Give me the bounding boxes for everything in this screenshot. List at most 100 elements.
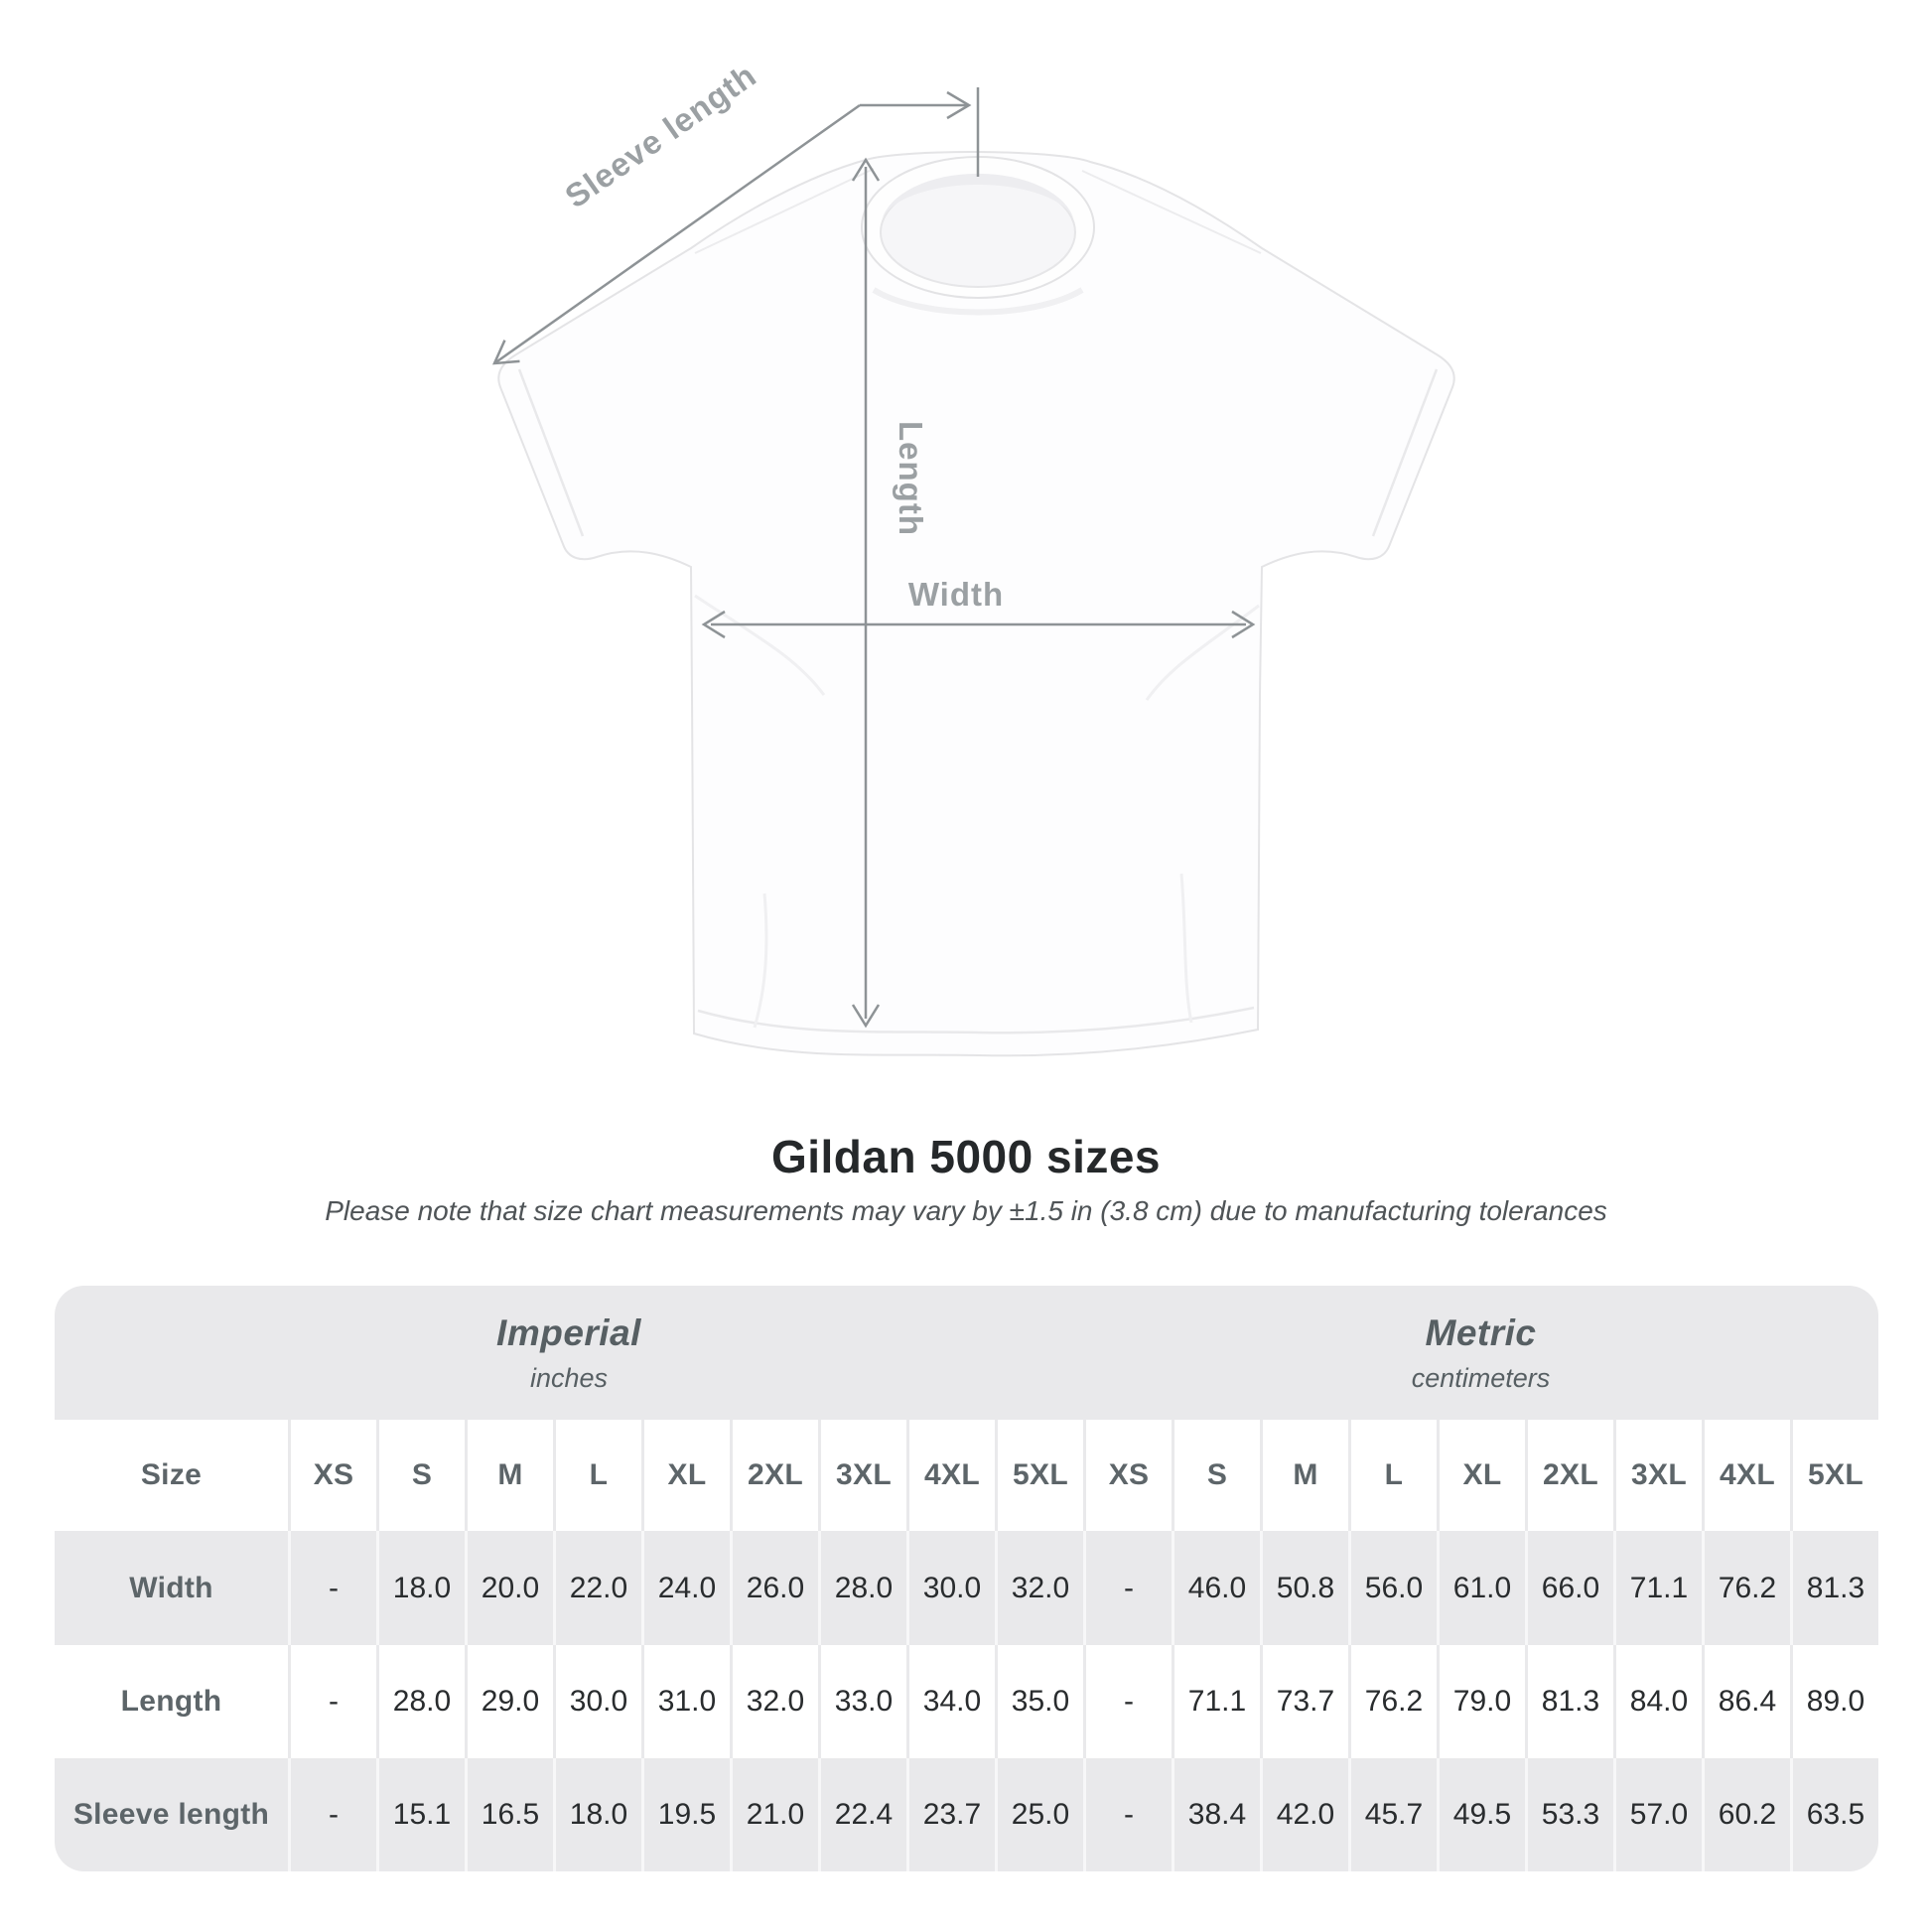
sleeve-length-label: Sleeve length: [558, 57, 762, 215]
metric-value: 56.0: [1348, 1531, 1437, 1645]
tshirt-size-diagram: Sleeve length Length Width: [491, 57, 1455, 1057]
imperial-value: 18.0: [376, 1531, 465, 1645]
metric-label: Metric: [1425, 1311, 1537, 1353]
page-subtitle: Please note that size chart measurements…: [325, 1195, 1607, 1226]
imperial-value: 30.0: [906, 1531, 995, 1645]
size-header-metric: M: [1260, 1420, 1348, 1531]
metric-value: 71.1: [1172, 1645, 1260, 1758]
length-arrowhead-top: [851, 157, 881, 182]
imperial-value: 32.0: [995, 1531, 1083, 1645]
size-header-metric: L: [1348, 1420, 1437, 1531]
imperial-value: 19.5: [641, 1758, 730, 1871]
imperial-value: 18.0: [553, 1758, 641, 1871]
size-header-metric: 2XL: [1525, 1420, 1613, 1531]
metric-value: 81.3: [1525, 1645, 1613, 1758]
metric-sublabel: centimeters: [1411, 1362, 1551, 1393]
width-label: Width: [908, 576, 1004, 613]
metric-value: 73.7: [1260, 1645, 1348, 1758]
metric-value: 89.0: [1790, 1645, 1878, 1758]
sleeve-length-arrowhead: [491, 340, 520, 365]
metric-value: 66.0: [1525, 1531, 1613, 1645]
metric-value: -: [1083, 1531, 1172, 1645]
imperial-value: 15.1: [376, 1758, 465, 1871]
size-header-imperial: S: [376, 1420, 465, 1531]
metric-value: 76.2: [1348, 1645, 1437, 1758]
metric-value: -: [1083, 1645, 1172, 1758]
metric-value: 53.3: [1525, 1758, 1613, 1871]
size-column-header: Size: [55, 1420, 288, 1531]
imperial-value: -: [288, 1531, 376, 1645]
tshirt-body: [497, 151, 1455, 1057]
metric-value: 46.0: [1172, 1531, 1260, 1645]
metric-value: 71.1: [1613, 1531, 1702, 1645]
metric-value: 63.5: [1790, 1758, 1878, 1871]
imperial-value: 33.0: [818, 1645, 906, 1758]
size-header-metric: S: [1172, 1420, 1260, 1531]
length-arrowhead-bottom: [851, 1004, 881, 1029]
size-header-metric: XS: [1083, 1420, 1172, 1531]
metric-value: 61.0: [1437, 1531, 1525, 1645]
imperial-sublabel: inches: [529, 1362, 609, 1393]
size-table: Imperial inches Metric centimeters Size X…: [55, 1286, 1878, 1871]
imperial-value: 34.0: [906, 1645, 995, 1758]
metric-unit-header: Metric centimeters: [1083, 1286, 1878, 1420]
row-label: Length: [55, 1645, 288, 1758]
imperial-unit-header: Imperial inches: [55, 1286, 1083, 1420]
metric-value: 57.0: [1613, 1758, 1702, 1871]
size-header-imperial: 3XL: [818, 1420, 906, 1531]
metric-value: 49.5: [1437, 1758, 1525, 1871]
metric-value: 81.3: [1790, 1531, 1878, 1645]
sleeve-length-arrowhead-right: [946, 90, 972, 120]
imperial-value: 35.0: [995, 1645, 1083, 1758]
imperial-value: -: [288, 1758, 376, 1871]
imperial-value: 24.0: [641, 1531, 730, 1645]
imperial-value: 23.7: [906, 1758, 995, 1871]
imperial-label: Imperial: [496, 1311, 641, 1353]
length-label: Length: [893, 421, 929, 536]
page-title: Gildan 5000 sizes: [770, 1131, 1162, 1182]
imperial-value: 28.0: [376, 1645, 465, 1758]
metric-value: 50.8: [1260, 1531, 1348, 1645]
metric-value: 42.0: [1260, 1758, 1348, 1871]
imperial-value: 20.0: [465, 1531, 553, 1645]
size-header-imperial: XL: [641, 1420, 730, 1531]
size-header-imperial: 2XL: [730, 1420, 818, 1531]
width-arrowhead-right: [1231, 610, 1256, 639]
size-header-metric: 4XL: [1702, 1420, 1790, 1531]
size-header-imperial: M: [465, 1420, 553, 1531]
size-header-imperial: 5XL: [995, 1420, 1083, 1531]
imperial-value: 29.0: [465, 1645, 553, 1758]
metric-value: 45.7: [1348, 1758, 1437, 1871]
imperial-value: 30.0: [553, 1645, 641, 1758]
metric-value: 79.0: [1437, 1645, 1525, 1758]
imperial-value: -: [288, 1645, 376, 1758]
size-header-imperial: L: [553, 1420, 641, 1531]
imperial-value: 25.0: [995, 1758, 1083, 1871]
size-header-imperial: 4XL: [906, 1420, 995, 1531]
imperial-value: 16.5: [465, 1758, 553, 1871]
collar-back-band: [882, 173, 1074, 220]
imperial-value: 26.0: [730, 1531, 818, 1645]
imperial-value: 31.0: [641, 1645, 730, 1758]
width-arrowhead-left: [701, 610, 726, 639]
size-header-imperial: XS: [288, 1420, 376, 1531]
metric-value: -: [1083, 1758, 1172, 1871]
imperial-value: 32.0: [730, 1645, 818, 1758]
metric-value: 86.4: [1702, 1645, 1790, 1758]
row-label: Sleeve length: [55, 1758, 288, 1871]
metric-value: 38.4: [1172, 1758, 1260, 1871]
size-header-metric: 3XL: [1613, 1420, 1702, 1531]
metric-value: 76.2: [1702, 1531, 1790, 1645]
imperial-value: 22.4: [818, 1758, 906, 1871]
tshirt-graphic: [497, 151, 1455, 1057]
imperial-value: 22.0: [553, 1531, 641, 1645]
size-header-metric: 5XL: [1790, 1420, 1878, 1531]
metric-value: 60.2: [1702, 1758, 1790, 1871]
size-header-metric: XL: [1437, 1420, 1525, 1531]
sleeve-length-diagonal-line: [493, 103, 861, 365]
imperial-value: 28.0: [818, 1531, 906, 1645]
metric-value: 84.0: [1613, 1645, 1702, 1758]
row-label: Width: [55, 1531, 288, 1645]
imperial-value: 21.0: [730, 1758, 818, 1871]
